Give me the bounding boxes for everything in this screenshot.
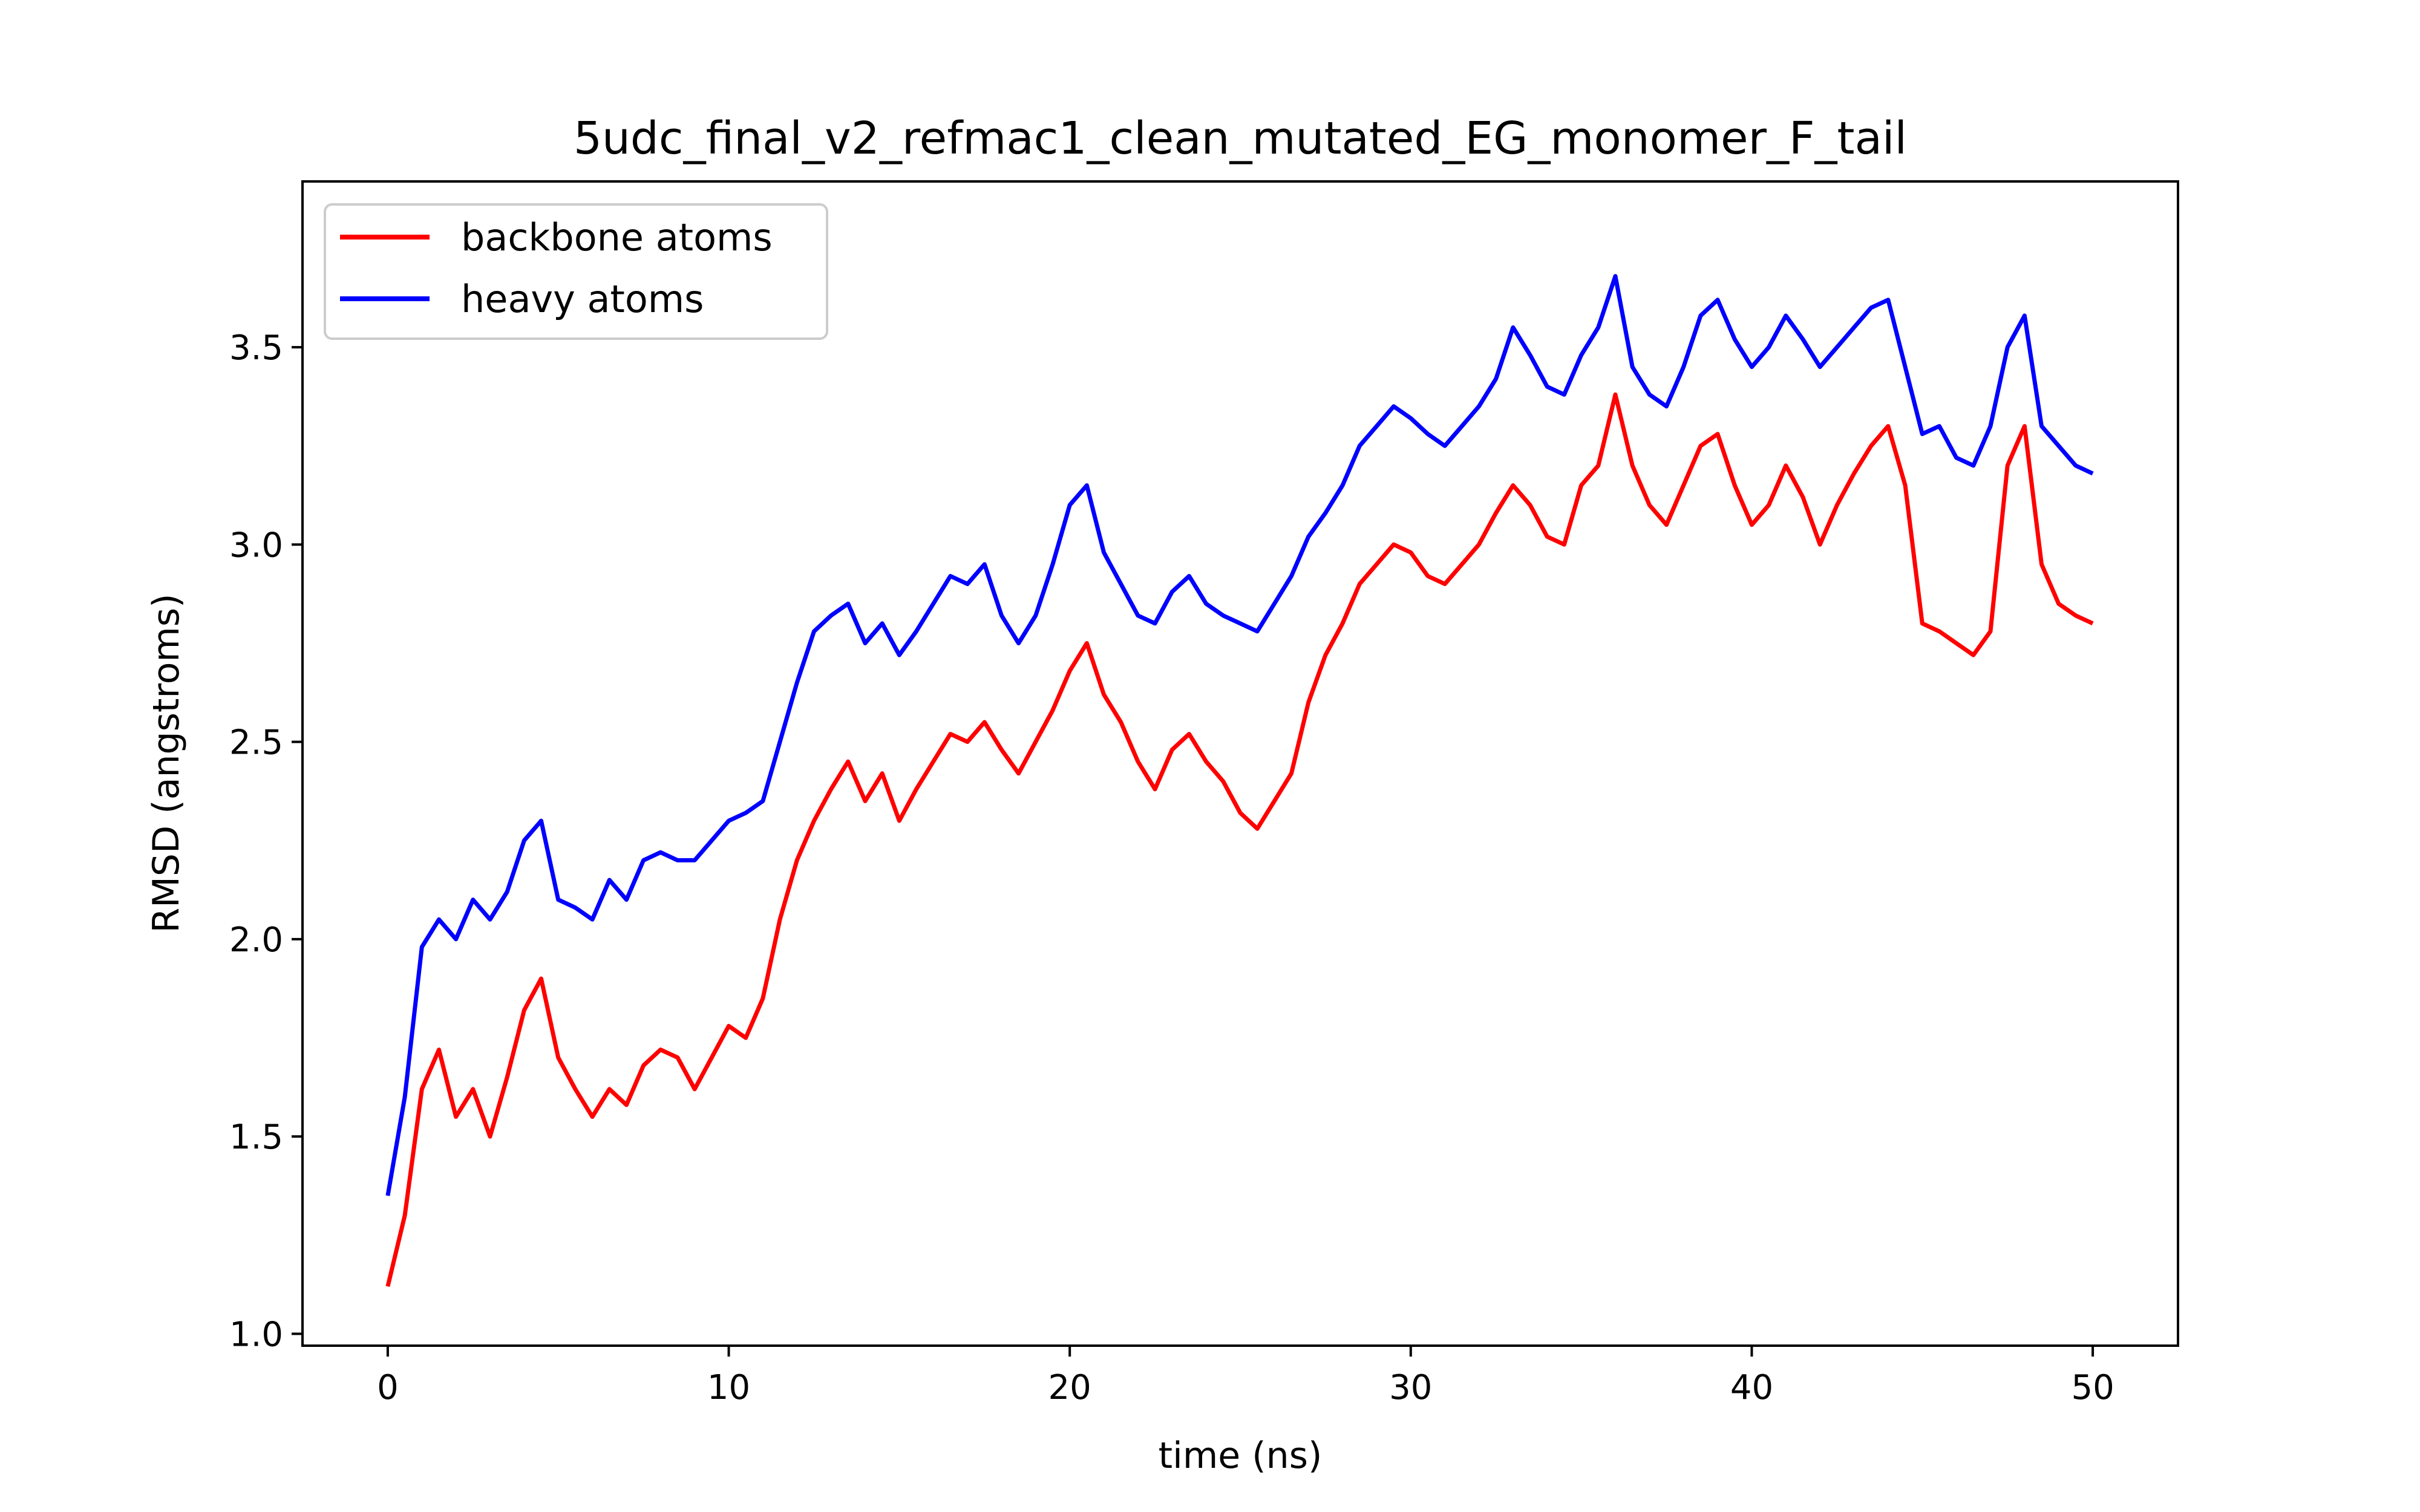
y-axis-label: RMSD (angstroms) xyxy=(145,593,188,933)
x-axis-ticks: 0 10 20 30 40 50 xyxy=(377,1346,2114,1407)
legend-label-backbone: backbone atoms xyxy=(461,215,773,259)
plot-area-frame xyxy=(301,180,2179,1347)
legend-box xyxy=(324,203,828,340)
chart-title: 5udc_final_v2_refmac1_clean_mutated_EG_m… xyxy=(574,112,1907,165)
y-axis-ticks: 1.0 1.5 2.0 2.5 3.0 3.5 xyxy=(229,328,302,1354)
x-tick-label: 0 xyxy=(377,1368,399,1407)
y-tick-label: 3.0 xyxy=(229,526,283,565)
y-tick-label: 2.5 xyxy=(229,723,283,763)
legend-label-heavy: heavy atoms xyxy=(461,277,704,321)
x-tick-label: 20 xyxy=(1048,1368,1091,1407)
y-tick-label: 1.5 xyxy=(229,1118,283,1157)
legend: backbone atoms heavy atoms xyxy=(324,203,828,340)
x-tick-label: 10 xyxy=(707,1368,750,1407)
series-line-backbone-atoms xyxy=(385,392,2094,1287)
y-tick-label: 2.0 xyxy=(229,921,283,960)
y-tick-label: 1.0 xyxy=(229,1315,283,1354)
x-tick-label: 30 xyxy=(1389,1368,1432,1407)
x-axis-label: time (ns) xyxy=(1159,1435,1323,1477)
x-tick-label: 50 xyxy=(2071,1368,2114,1407)
series-line-heavy-atoms xyxy=(385,274,2094,1196)
x-tick-label: 40 xyxy=(1730,1368,1773,1407)
series-layer xyxy=(385,274,2094,1287)
y-tick-label: 3.5 xyxy=(229,328,283,368)
